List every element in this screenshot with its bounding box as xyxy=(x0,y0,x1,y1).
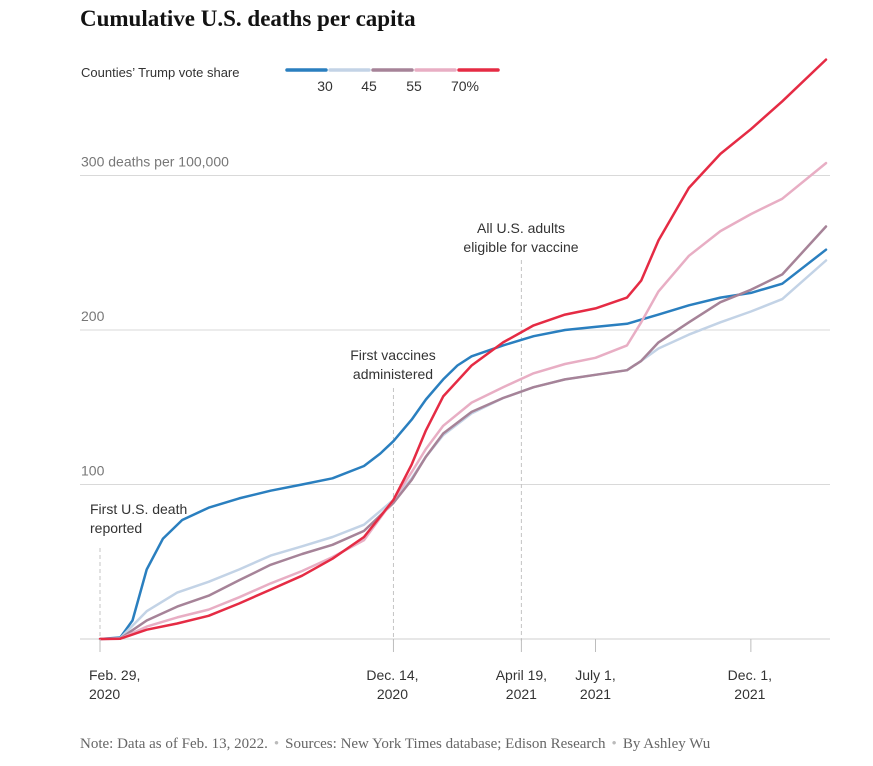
series-line-3 xyxy=(98,225,828,641)
series-line-2 xyxy=(98,259,828,641)
annotation-layer: First U.S. death reported First vaccines ad… xyxy=(90,220,579,641)
x-tick-label: 2020 xyxy=(89,686,120,702)
series-line-1 xyxy=(98,248,828,641)
separator-dot: • xyxy=(611,736,617,752)
annotation-label: eligible for vaccine xyxy=(463,239,578,255)
data-note: Note: Data as of Feb. 13, 2022. xyxy=(80,736,268,752)
annotation-label: administered xyxy=(353,366,433,382)
x-tick-label: Feb. 29, xyxy=(89,667,140,683)
x-tick-label: Dec. 1, xyxy=(728,667,772,683)
x-axis: Feb. 29, 2020 Dec. 14, 2020 April 19, 2021 Jul… xyxy=(89,639,772,702)
legend-label: 55 xyxy=(406,78,422,94)
annotation-label: reported xyxy=(90,520,142,536)
legend-label: 30 xyxy=(317,78,333,94)
series-layer xyxy=(98,58,828,641)
legend-label: 70% xyxy=(451,78,479,94)
legend: Counties’ Trump vote share 30 45 55 70% xyxy=(81,65,500,94)
byline: By Ashley Wu xyxy=(622,736,711,752)
y-tick-label: 200 xyxy=(81,308,105,324)
series-line-5 xyxy=(98,58,828,641)
series-line-4 xyxy=(98,161,828,641)
legend-title: Counties’ Trump vote share xyxy=(81,65,239,80)
separator-dot: • xyxy=(273,736,280,752)
chart-title: Cumulative U.S. deaths per capita xyxy=(80,6,416,31)
legend-label: 45 xyxy=(361,78,377,94)
annotation-label: First vaccines xyxy=(350,347,436,363)
grid-layer: 300 deaths per 100,000 200 100 xyxy=(80,154,830,640)
sources-note: Sources: New York Times database; Edison… xyxy=(285,736,606,752)
annotation-label: First U.S. death xyxy=(90,501,187,517)
x-tick-label: April 19, xyxy=(496,667,547,683)
x-tick-label: July 1, xyxy=(575,667,615,683)
x-tick-label: Dec. 14, xyxy=(366,667,418,683)
annotation-label: All U.S. adults xyxy=(477,220,565,236)
x-tick-label: 2020 xyxy=(377,686,408,702)
chart-plot: 300 deaths per 100,000 200 100 First U.S. … xyxy=(80,58,830,702)
x-tick-label: 2021 xyxy=(580,686,611,702)
x-tick-label: 2021 xyxy=(734,686,765,702)
x-tick-label: 2021 xyxy=(506,686,537,702)
y-tick-label: 300 deaths per 100,000 xyxy=(81,154,229,170)
y-tick-label: 100 xyxy=(81,463,105,479)
chart-note: Note: Data as of Feb. 13, 2022. • Sources:… xyxy=(80,733,840,755)
